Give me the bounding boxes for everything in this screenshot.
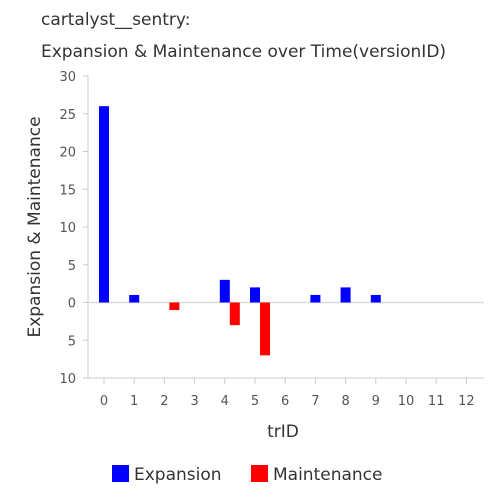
x-tick-label: 4 (221, 394, 229, 409)
bar-maintenance-4 (229, 302, 240, 326)
legend-label-expansion: Expansion (134, 465, 222, 485)
bar-expansion-1 (129, 294, 140, 303)
legend: Expansion Maintenance (112, 465, 382, 485)
y-tick-label: 30 (59, 70, 76, 85)
chart-title-line1: cartalyst__sentry: (41, 10, 190, 30)
chart-title-line2: Expansion & Maintenance over Time(versio… (41, 42, 446, 62)
x-tick-label: 12 (458, 394, 475, 409)
legend-swatch-expansion (112, 465, 129, 482)
y-tick-label: 10 (59, 221, 76, 236)
x-tick-label: 1 (130, 394, 138, 409)
x-tick-label: 10 (398, 394, 415, 409)
bar-expansion-4 (219, 279, 230, 303)
bar-maintenance-5 (260, 302, 270, 356)
x-tick-label: 8 (341, 394, 349, 409)
bar-expansion-0 (99, 106, 109, 303)
y-tick-label: 20 (59, 146, 76, 161)
legend-label-maintenance: Maintenance (273, 465, 382, 485)
y-axis-label: Expansion & Maintenance (25, 116, 45, 337)
x-tick-label: 5 (251, 394, 259, 409)
bar-expansion-8 (340, 287, 351, 303)
x-tick-label: 11 (428, 394, 445, 409)
y-axis: 30 25 20 15 10 5 0 5 10 (59, 70, 89, 387)
x-tick-label: 9 (372, 394, 380, 409)
bar-expansion-7 (310, 294, 321, 303)
x-axis: 0 1 2 3 4 5 6 7 8 9 10 11 12 (88, 301, 484, 409)
legend-swatch-maintenance (251, 465, 268, 482)
y-tick-label: 25 (59, 108, 76, 123)
x-axis-label: trID (267, 422, 299, 442)
bar-expansion-5 (250, 287, 260, 303)
x-tick-label: 0 (100, 394, 108, 409)
y-tick-label: 5 (68, 334, 76, 349)
plot-bars (99, 106, 381, 356)
y-tick-label: 0 (68, 297, 76, 312)
y-tick-label: 15 (59, 183, 76, 198)
x-tick-label: 6 (281, 394, 289, 409)
x-tick-label: 7 (311, 394, 319, 409)
x-tick-label: 2 (160, 394, 168, 409)
x-tick-label: 3 (190, 394, 198, 409)
y-tick-label: 10 (59, 372, 76, 387)
y-tick-label: 5 (68, 259, 76, 274)
bar-expansion-9 (370, 294, 381, 303)
bar-maintenance-2 (169, 302, 180, 311)
